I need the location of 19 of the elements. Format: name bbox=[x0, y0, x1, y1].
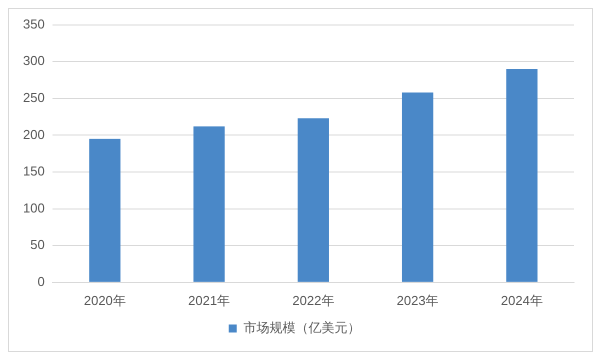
bar bbox=[298, 118, 329, 282]
y-tick-label: 250 bbox=[22, 90, 45, 105]
x-tick-label: 2022年 bbox=[292, 292, 334, 308]
bar bbox=[193, 126, 225, 282]
y-tick-label: 350 bbox=[22, 16, 45, 32]
bar bbox=[402, 92, 434, 282]
y-tick-label: 300 bbox=[22, 53, 45, 68]
y-tick-label: 100 bbox=[22, 200, 45, 216]
bar bbox=[89, 138, 120, 282]
x-tick-label: 2020年 bbox=[84, 292, 126, 308]
y-tick-label: 0 bbox=[37, 274, 45, 289]
y-tick-label: 150 bbox=[22, 164, 45, 179]
bar bbox=[506, 68, 538, 282]
y-tick-label: 50 bbox=[30, 237, 45, 252]
x-tick-label: 2021年 bbox=[188, 292, 230, 308]
y-tick-label: 200 bbox=[22, 126, 45, 142]
x-tick-label: 2024年 bbox=[500, 292, 543, 308]
legend-label: 市场规模（亿美元） bbox=[243, 320, 360, 336]
x-tick-label: 2023年 bbox=[396, 292, 439, 308]
